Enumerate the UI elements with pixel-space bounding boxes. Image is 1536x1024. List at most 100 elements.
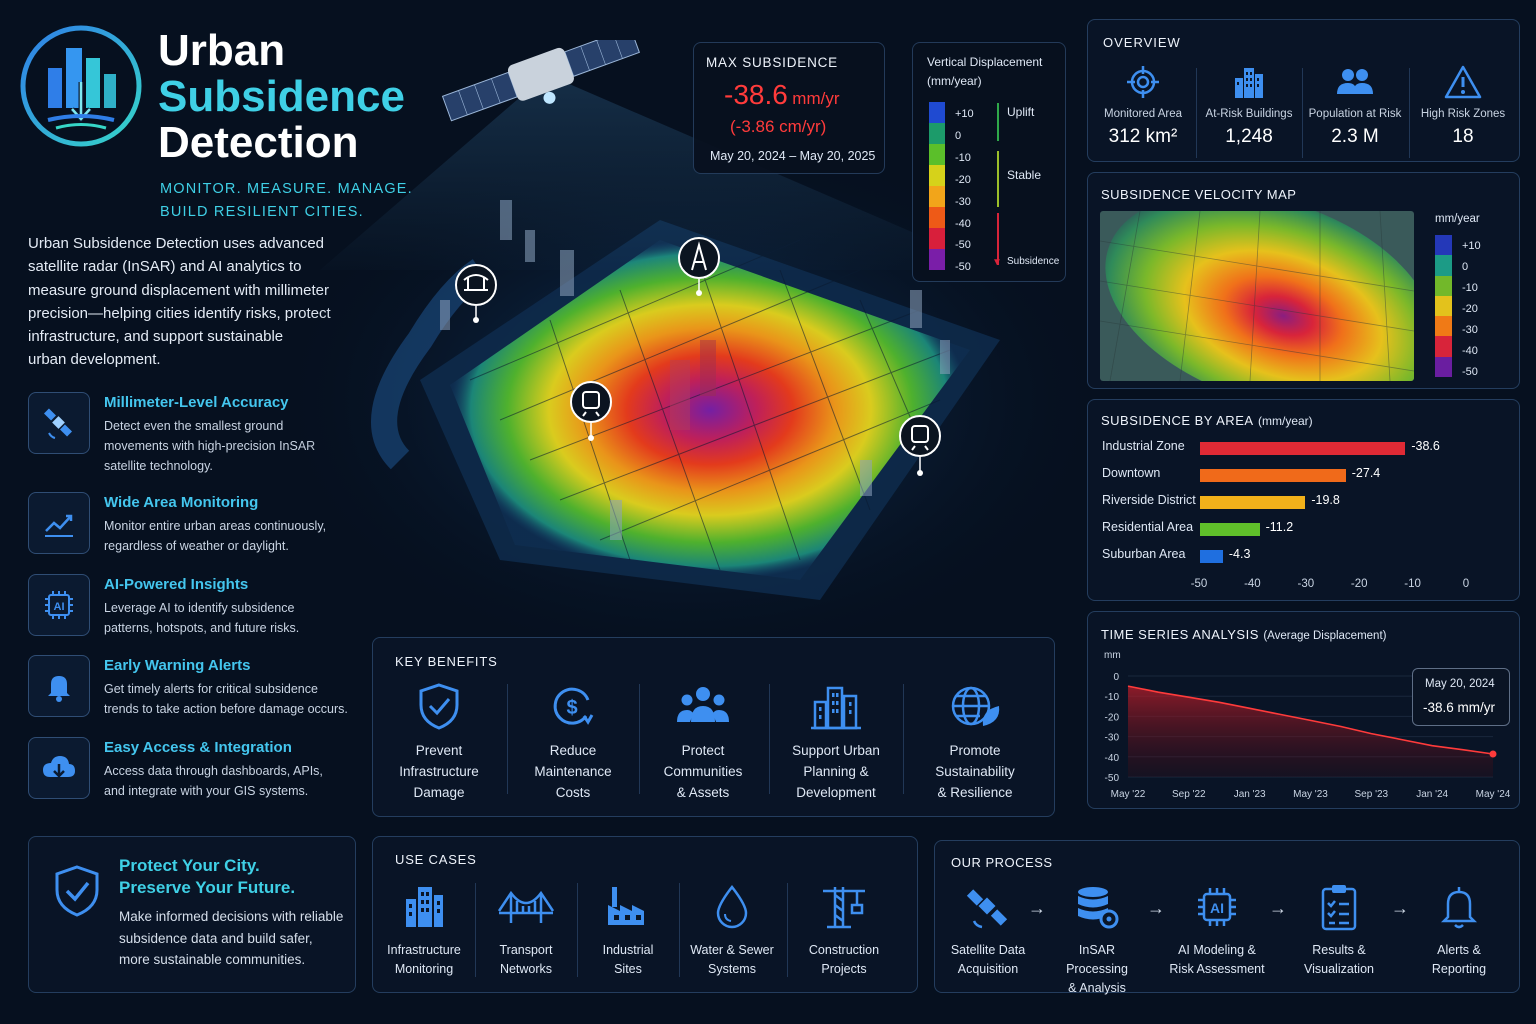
legend-colorbar [929, 102, 945, 270]
time-series-panel: TIME SERIES ANALYSIS (Average Displaceme… [1087, 611, 1520, 809]
process-title: OUR PROCESS [951, 855, 1053, 870]
protect-title-line: Preserve Your Future. [119, 878, 296, 897]
bar-category-label: Riverside District [1102, 493, 1196, 507]
velocity-tick: -10 [1462, 282, 1478, 294]
process-step-acquisition: Satellite Data Acquisition [943, 883, 1033, 979]
velocity-unit: mm/year [1435, 213, 1480, 225]
ts-y-tick: -50 [1105, 773, 1120, 784]
bar-value-label: -38.6 [1411, 439, 1440, 453]
overview-population-at-risk: Population at Risk 2.3 M [1302, 64, 1408, 148]
ts-y-tick: 0 [1113, 672, 1119, 683]
ts-point [1489, 750, 1497, 758]
use-case-label-line: Networks [499, 962, 553, 976]
target-icon [1090, 64, 1196, 100]
legend-swatch [929, 249, 945, 270]
overview-value: 1,248 [1225, 126, 1273, 147]
legend-subsidence-label: Subsidence [1007, 256, 1060, 267]
max-value-unit: mm/yr [792, 89, 840, 108]
bar[interactable] [1200, 496, 1306, 509]
arrow-right-icon: → [1391, 898, 1409, 918]
feature-desc-line: Monitor entire urban areas continuously, [104, 519, 327, 533]
benefit-label: Promote Sustainability & Resilience [913, 740, 1037, 803]
tooltip-value: -38.6 mm/yr [1423, 700, 1496, 715]
by-area-unit: (mm/year) [1258, 414, 1313, 428]
process-label-line: Risk Assessment [1169, 962, 1265, 976]
benefit-label-line: & Assets [676, 785, 730, 800]
subsidence-hero-map[interactable] [270, 27, 1110, 670]
ts-y-tick: -10 [1105, 692, 1120, 703]
tooltip-date: May 20, 2024 [1425, 678, 1495, 690]
city-buildings-icon [775, 682, 897, 732]
velocity-swatch [1435, 255, 1452, 276]
tagline-line-2: BUILD RESILIENT CITIES. [160, 204, 364, 220]
max-subsidence-value: -38.6 mm/yr [724, 79, 840, 111]
velocity-swatch [1435, 235, 1452, 256]
legend-swatch [929, 186, 945, 207]
metro-map-marker [899, 415, 941, 476]
arrow-right-icon: → [1028, 898, 1046, 918]
benefit-reduce-costs: $ Reduce Maintenance Costs [519, 682, 627, 803]
process-label: Satellite Data Acquisition [943, 941, 1033, 979]
infrastructure-icon [379, 883, 469, 929]
bar[interactable] [1200, 523, 1260, 536]
overview-value: 2.3 M [1331, 126, 1379, 147]
use-case-label: Industrial Sites [583, 941, 673, 979]
process-label: AI Modeling & Risk Assessment [1161, 941, 1273, 979]
legend-tick: 0 [955, 129, 962, 142]
ts-x-tick: Sep '22 [1172, 789, 1206, 800]
legend-swatch [929, 165, 945, 186]
process-label-line: & Analysis [1068, 981, 1126, 995]
process-label-line: AI Modeling & [1178, 943, 1256, 957]
use-case-label-line: Monitoring [394, 962, 454, 976]
page-title: Urban Subsidence Detection [158, 28, 405, 166]
velocity-map-image[interactable] [1100, 211, 1414, 381]
feature-desc-line: and integrate with your GIS systems. [104, 784, 309, 798]
overview-monitored-area: Monitored Area 312 km² [1090, 64, 1196, 148]
legend-title-line: (mm/year) [927, 74, 982, 88]
satellite-icon [28, 392, 90, 454]
feature-desc-line: trends to take action before damage occu… [104, 702, 348, 716]
trend-chart-icon [28, 492, 90, 554]
velocity-tick: -40 [1462, 345, 1478, 357]
use-case-label-line: Transport [499, 943, 553, 957]
feature-desc: Leverage AI to identify subsidence patte… [104, 598, 364, 638]
train-map-marker [570, 381, 612, 441]
ts-x-tick: Jan '23 [1234, 789, 1266, 800]
bar-x-tick: -50 [1190, 578, 1208, 590]
bar[interactable] [1200, 442, 1406, 455]
legend-stable-label: Stable [1007, 168, 1042, 182]
overview-high-risk-zones: High Risk Zones 18 [1410, 64, 1516, 148]
bar[interactable] [1200, 550, 1223, 563]
velocity-swatch [1435, 295, 1452, 317]
bar-category-label: Industrial Zone [1102, 439, 1185, 453]
svg-text:$: $ [566, 697, 577, 719]
bar-value-label: -11.2 [1265, 520, 1294, 534]
use-cases-panel: USE CASES Infrastructure Monitoring Tran… [372, 836, 918, 993]
benefit-label: Prevent Infrastructure Damage [385, 740, 493, 803]
benefit-label-line: Communities [663, 764, 743, 779]
feature-title: Wide Area Monitoring [104, 494, 259, 511]
bar-row: Downtown -27.4 [1102, 466, 1522, 484]
protect-desc: Make informed decisions with reliable su… [119, 906, 343, 971]
use-case-label-line: Industrial [602, 943, 654, 957]
bar[interactable] [1200, 469, 1346, 482]
protect-title: Protect Your City. Preserve Your Future. [119, 855, 295, 899]
max-subsidence-period: May 20, 2024 – May 20, 2025 [710, 149, 876, 163]
legend-stable-line [997, 151, 999, 207]
ts-y-tick: -30 [1105, 733, 1120, 744]
time-series-tooltip: May 20, 2024 -38.6 mm/yr [1412, 668, 1510, 726]
feature-wide-area: Wide Area Monitoring Monitor entire urba… [28, 492, 358, 556]
time-series-subtitle: (Average Displacement) [1263, 630, 1387, 642]
legend-subsidence-line [997, 213, 999, 265]
time-series-chart[interactable]: 0 -10 -20 -30 -40 -50 May '22 Sep '22 Jan '23 May… [1088, 612, 1521, 810]
use-case-label: Water & Sewer Systems [681, 941, 783, 979]
velocity-swatch [1435, 336, 1452, 357]
bar-value-label: -4.3 [1228, 547, 1251, 561]
bar-category-label: Residential Area [1102, 520, 1194, 534]
max-subsidence-title: MAX SUBSIDENCE [706, 55, 838, 70]
legend-swatch [929, 102, 945, 123]
bar-row: Residential Area -11.2 [1102, 520, 1522, 538]
benefit-label-line: Reduce [549, 743, 597, 758]
benefit-label-line: Development [796, 785, 876, 800]
bar-x-tick: 0 [1462, 578, 1470, 590]
